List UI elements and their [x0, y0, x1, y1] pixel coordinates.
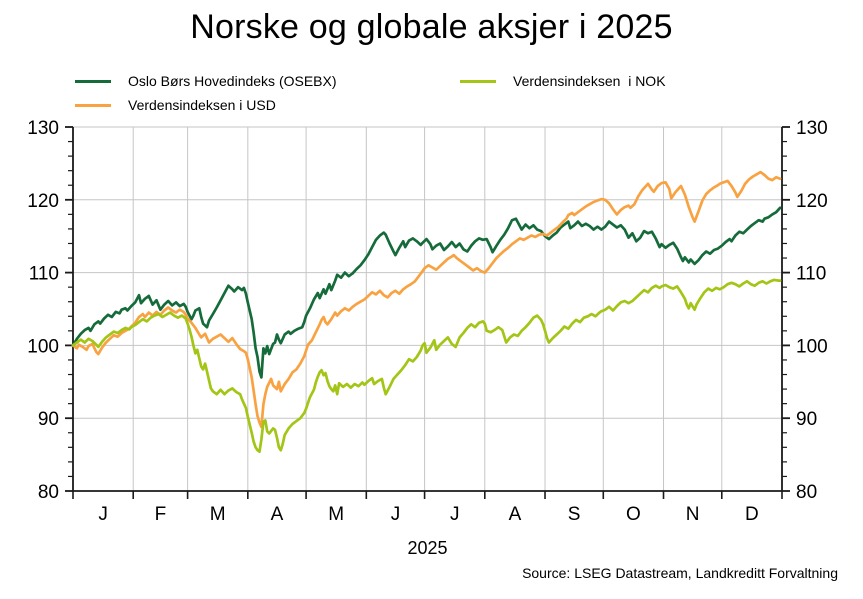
y-tick-label-left: 90	[38, 409, 59, 430]
x-axis-year-label: 2025	[407, 538, 448, 558]
series-line-2	[71, 278, 782, 454]
legend-item-osebx: Oslo Børs Hovedindeks (OSEBX)	[75, 69, 460, 93]
x-tick-label-month: S	[568, 504, 581, 525]
legend-label-usd: Verdensindeksen i USD	[128, 97, 276, 113]
x-tick-label-month: A	[271, 504, 284, 525]
legend: Oslo Børs Hovedindeks (OSEBX) Verdensind…	[75, 69, 795, 117]
y-axis-labels: 80 80 90 90 100 100 110 110 120 120 130 130	[27, 118, 827, 503]
y-tick-label-right: 120	[796, 191, 828, 212]
y-tick-label-left: 80	[38, 482, 59, 503]
page-title: Norske og globale aksjer i 2025	[190, 8, 673, 46]
legend-swatch-usd	[75, 103, 111, 107]
series-line-0	[71, 206, 782, 379]
y-tick-label-left: 130	[27, 118, 59, 139]
legend-label-osebx: Oslo Børs Hovedindeks (OSEBX)	[128, 73, 337, 89]
source-credit: Source: LSEG Datastream, Landkreditt For…	[522, 565, 838, 581]
y-tick-label-right: 130	[796, 118, 828, 139]
legend-swatch-nok	[460, 79, 496, 83]
y-tick-label-left: 100	[27, 336, 59, 357]
legend-item-nok: Verdensindeksen i NOK	[460, 69, 666, 93]
x-tick-label-month: F	[155, 504, 167, 525]
x-tick-label-month: O	[626, 504, 641, 525]
x-tick-label-month: D	[745, 504, 759, 525]
y-tick-label-right: 90	[796, 409, 817, 430]
legend-swatch-osebx	[75, 79, 111, 83]
y-tick-label-right: 100	[796, 336, 828, 357]
x-tick-label-month: M	[328, 504, 344, 525]
y-tick-label-right: 110	[796, 264, 826, 285]
x-tick-label-month: J	[391, 504, 401, 525]
x-tick-label-month: M	[210, 504, 226, 525]
x-tick-label-month: J	[98, 504, 108, 525]
legend-label-nok: Verdensindeksen i NOK	[513, 73, 666, 89]
y-tick-label-right: 80	[796, 482, 817, 503]
x-tick-label-month: N	[686, 504, 700, 525]
series-line-1	[71, 170, 782, 429]
x-tick-label-month: J	[450, 504, 460, 525]
y-tick-label-left: 110	[29, 264, 59, 285]
legend-item-usd: Verdensindeksen i USD	[75, 93, 460, 117]
axis-ticks	[65, 126, 790, 499]
y-tick-label-left: 120	[27, 191, 59, 212]
x-tick-label-month: A	[509, 504, 522, 525]
